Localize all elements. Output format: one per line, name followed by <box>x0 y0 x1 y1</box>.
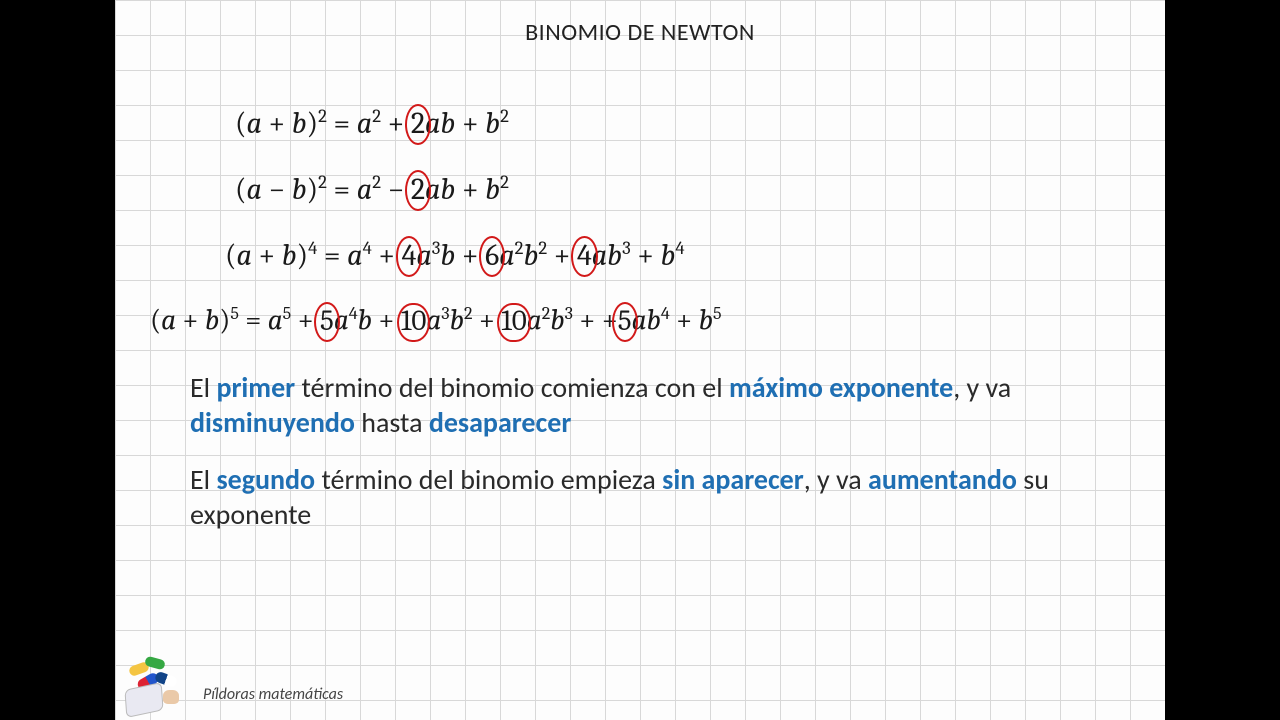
circled-coefficient: 5 <box>618 307 632 336</box>
equation-row-3: (a + b)4 = a4 + 4a3b + 6a2b2 + 4ab3 + b4 <box>225 239 1125 271</box>
equations-block: (a + b)2 = a2 + 2ab + b2 (a − b)2 = a2 −… <box>155 107 1125 336</box>
equation-row-1: (a + b)2 = a2 + 2ab + b2 <box>235 107 1125 139</box>
equation-row-2: (a − b)2 = a2 − 2ab + b2 <box>235 173 1125 205</box>
circled-coefficient: 5 <box>320 307 334 336</box>
explanation-paragraph-2: El segundo término del binomio empieza s… <box>190 462 1105 532</box>
graph-paper-page: BINOMIO DE NEWTON (a + b)2 = a2 + 2ab + … <box>115 0 1165 720</box>
circled-coefficient: 6 <box>485 241 499 271</box>
circled-coefficient: 4 <box>577 241 592 271</box>
circled-coefficient: 2 <box>411 109 425 139</box>
pills-icon <box>123 656 193 714</box>
circled-coefficient: 4 <box>402 241 417 271</box>
brand-footer: Píldoras matemáticas <box>123 656 343 714</box>
page-title: BINOMIO DE NEWTON <box>155 18 1125 47</box>
explanation-paragraph-1: El primer término del binomio comienza c… <box>190 370 1105 440</box>
circled-coefficient: 10 <box>501 307 527 336</box>
circled-coefficient: 2 <box>411 175 425 205</box>
brand-text: Píldoras matemáticas <box>203 685 343 704</box>
explanation-block: El primer término del binomio comienza c… <box>155 370 1125 532</box>
equation-row-4: (a + b)5 = a5 + 5a4b + 10a3b2 + 10a2b3 +… <box>150 305 1125 336</box>
circled-coefficient: 10 <box>401 307 427 336</box>
